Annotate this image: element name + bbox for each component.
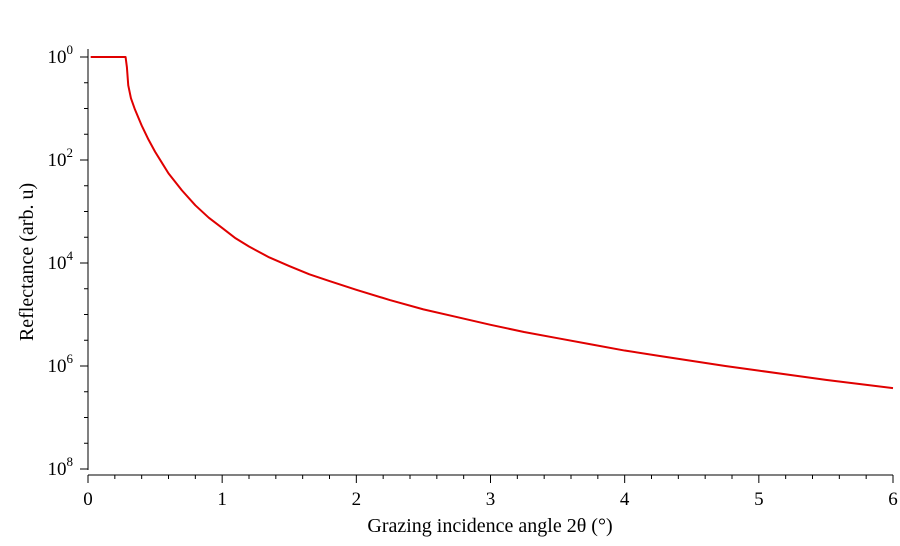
x-axis-title: Grazing incidence angle 2θ (°) [367,515,612,537]
x-axis-ticks [87,475,894,483]
y-axis-tick-labels: 100 102 104 106 108 [48,42,74,480]
x-tick-label: 2 [352,489,362,510]
y-tick-label: 100 [48,42,74,68]
x-tick-label: 3 [486,489,496,510]
y-tick-label: 102 [48,145,74,171]
y-axis-ticks [80,56,88,470]
x-axis-tick-labels: 0 1 2 3 4 5 6 [83,489,898,510]
x-tick-label: 1 [217,489,227,510]
y-tick-label: 106 [48,351,74,377]
y-tick-label: 104 [48,248,74,274]
x-tick-label: 0 [83,489,93,510]
y-axis-title: Reflectance (arb. u) [16,183,38,341]
x-tick-label: 6 [888,489,898,510]
y-tick-label: 108 [48,454,74,480]
x-tick-label: 4 [620,489,630,510]
plot-area: 0 1 2 3 4 5 6 100 102 104 106 108 [48,42,898,510]
x-tick-label: 5 [754,489,764,510]
series-line-reflectance [90,56,894,390]
